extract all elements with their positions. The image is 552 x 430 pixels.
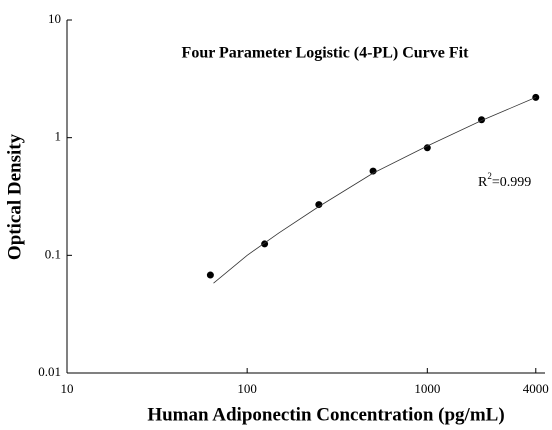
x-axis-title: Human Adiponectin Concentration (pg/mL)	[147, 404, 504, 425]
annotation-base: R	[478, 175, 488, 190]
data-point	[315, 201, 323, 209]
y-axis-title: Optical Density	[4, 133, 25, 260]
data-point	[369, 167, 377, 175]
fit-curve	[213, 97, 536, 284]
chart-title: Four Parameter Logistic (4-PL) Curve Fit	[182, 45, 470, 62]
x-tick-label: 10	[61, 381, 74, 396]
data-point	[206, 271, 214, 279]
data-point	[423, 144, 431, 152]
y-tick-label: 1	[55, 129, 62, 144]
x-tick-label: 4000	[523, 381, 549, 396]
x-tick-label: 100	[237, 381, 257, 396]
x-tick-label: 1000	[414, 381, 440, 396]
annotation-superscript: 2	[487, 171, 492, 181]
annotation: R2=0.999	[478, 171, 531, 190]
y-tick-label: 0.1	[45, 246, 61, 261]
y-tick-label: 10	[48, 11, 61, 26]
annotation-text: =0.999	[492, 175, 531, 190]
y-tick-label: 0.01	[38, 364, 61, 379]
